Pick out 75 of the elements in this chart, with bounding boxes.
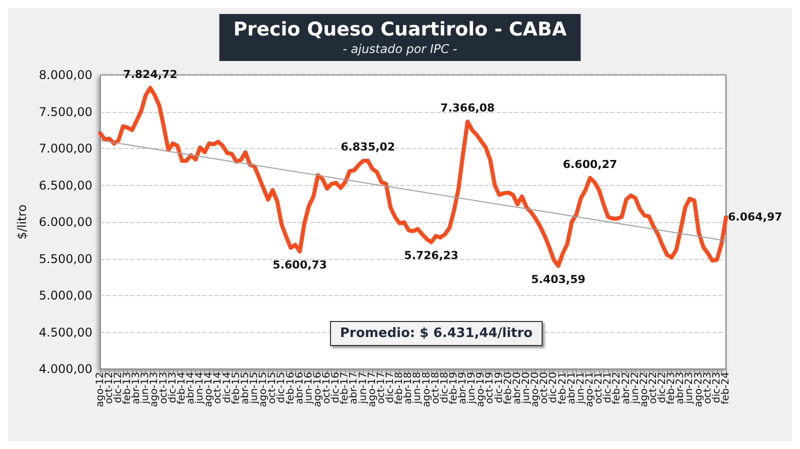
x-tick-label: dic-14 — [222, 372, 233, 403]
x-tick-label: ago-16 — [312, 372, 324, 408]
x-tick-label: oct-12 — [104, 372, 115, 404]
y-tick-label: 8.000,00 — [38, 68, 92, 82]
x-tick-label: ago-14 — [204, 372, 215, 408]
data-label: 5.600,73 — [272, 258, 327, 272]
x-tick-label: abr-16 — [294, 372, 306, 404]
x-tick-label: ago-17 — [366, 372, 378, 408]
data-label: 6.835,02 — [340, 140, 395, 154]
x-tick-label: jun-17 — [358, 372, 369, 405]
x-tick-label: ago-23 — [693, 372, 704, 408]
y-tick-label: 7.500,00 — [38, 104, 92, 119]
x-tick-label: jun-20 — [521, 372, 532, 405]
x-tick-label: feb-14 — [176, 372, 188, 404]
annotation: Promedio: $ 6.431,44/litro — [340, 326, 533, 341]
data-label: 5.403,59 — [531, 272, 586, 286]
x-tick-label: abr-15 — [240, 372, 251, 404]
x-tick-label: jun-13 — [140, 372, 152, 405]
x-tick-label: jun-15 — [248, 372, 260, 405]
x-tick-label: ago-22 — [638, 372, 650, 408]
x-tick-label: ago-12 — [94, 372, 106, 408]
x-tick-label: ago-13 — [149, 372, 160, 408]
x-tick-label: ago-18 — [421, 372, 432, 408]
chart-subtitle: - ajustado por IPC - — [342, 42, 458, 56]
x-tick-label: oct-13 — [158, 372, 170, 404]
x-tick-label: feb-19 — [448, 372, 460, 404]
y-tick-label: 4.500,00 — [38, 325, 92, 340]
x-tick-label: oct-19 — [484, 372, 496, 404]
x-tick-label: feb-21 — [557, 372, 568, 404]
x-tick-label: feb-16 — [285, 372, 296, 404]
x-tick-label: feb-15 — [230, 372, 242, 404]
x-tick-label: dic-15 — [276, 372, 288, 403]
x-tick-label: feb-24 — [720, 372, 732, 404]
data-label: 7.366,08 — [440, 102, 495, 115]
x-tick-label: ago-15 — [258, 372, 270, 408]
data-label: 5.726,23 — [404, 249, 458, 262]
x-tick-label: jun-21 — [575, 372, 586, 405]
x-tick-label: oct-22 — [648, 372, 659, 404]
x-tick-label: abr-21 — [566, 372, 578, 404]
chart-title: Precio Queso Cuartirolo - CABA — [233, 18, 567, 40]
data-label: 6.064,97 — [728, 210, 782, 224]
x-tick-label: dic-19 — [494, 372, 505, 403]
x-tick-label: abr-17 — [348, 372, 360, 404]
x-tick-label: abr-22 — [620, 372, 632, 404]
x-tick-label: dic-20 — [548, 372, 560, 403]
y-tick-label: 6.000,00 — [38, 215, 92, 229]
x-tick-label: dic-12 — [112, 372, 124, 403]
y-axis-title: $/litro — [15, 204, 29, 240]
x-tick-label: dic-23 — [711, 372, 722, 403]
x-tick-label: feb-22 — [612, 372, 623, 404]
x-tick-label: jun-18 — [412, 372, 424, 405]
y-tick-label: 4.000,00 — [38, 362, 92, 376]
x-tick-label: ago-20 — [530, 372, 542, 408]
data-label: 6.600,27 — [562, 158, 618, 171]
x-tick-label: ago-21 — [584, 372, 596, 408]
x-tick-label: dic-13 — [167, 372, 178, 403]
x-tick-label: jun-16 — [303, 372, 314, 405]
x-tick-label: jun-23 — [684, 372, 696, 405]
y-tick-label: 5.000,00 — [38, 288, 92, 302]
x-tick-label: dic-17 — [385, 372, 396, 403]
x-tick-label: oct-18 — [430, 372, 442, 404]
x-tick-label: ago-19 — [476, 372, 487, 408]
data-label: 7.824,72 — [123, 68, 178, 81]
x-tick-label: jun-22 — [630, 372, 641, 405]
x-tick-label: jun-14 — [194, 372, 206, 405]
y-tick-label: 7.000,00 — [38, 142, 92, 156]
y-tick-label: 6.500,00 — [38, 178, 92, 192]
y-tick-label: 5.500,00 — [38, 252, 92, 266]
x-tick-label: jun-19 — [466, 372, 478, 405]
x-tick-label: oct-23 — [702, 372, 714, 404]
x-tick-label: dic-18 — [439, 372, 450, 403]
x-tick-label: oct-14 — [212, 372, 224, 404]
x-tick-label: oct-17 — [376, 372, 387, 404]
x-tick-label: feb-20 — [502, 372, 514, 404]
x-tick-label: abr-20 — [512, 372, 523, 404]
